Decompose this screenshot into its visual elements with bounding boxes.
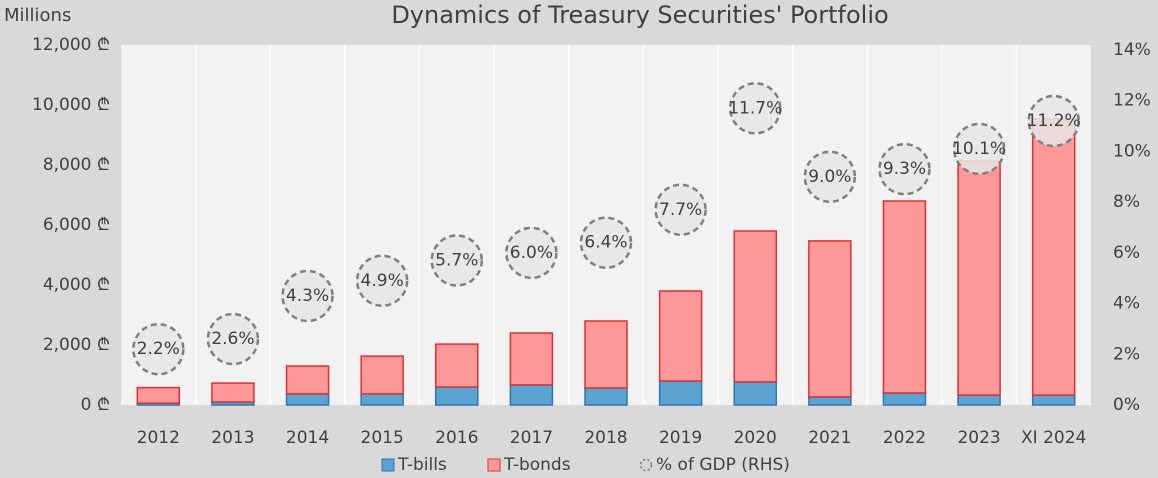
x-tick-label: 2018 <box>584 428 627 448</box>
x-tick-label: XI 2024 <box>1021 428 1086 448</box>
data-label: 2.2% <box>137 339 180 359</box>
x-tick-label: 2020 <box>734 428 777 448</box>
y-tick-label: 6,000 ₾ <box>43 215 110 235</box>
x-tick-label: 2013 <box>211 428 254 448</box>
axis-label: Millions <box>4 5 71 26</box>
x-tick-label: 2017 <box>510 428 553 448</box>
bar-segment <box>808 240 852 398</box>
x-tick-label: 2023 <box>957 428 1000 448</box>
x-tick-label: 2022 <box>883 428 926 448</box>
data-label: 11.7% <box>728 98 782 118</box>
gdp-marker <box>430 234 484 287</box>
legend-swatch <box>639 458 653 472</box>
data-label: 9.0% <box>808 167 851 187</box>
y-tick-label: 4,000 ₾ <box>43 275 110 295</box>
gdp-marker <box>132 322 185 376</box>
legend-label: % of GDP (RHS) <box>656 455 790 475</box>
bar-segment <box>957 160 1001 396</box>
y-tick-label: 8,000 ₾ <box>43 155 110 175</box>
bar-segment <box>957 394 1001 406</box>
bar-segment <box>733 230 777 383</box>
bar-segment <box>808 396 852 406</box>
x-tick-label: 2014 <box>286 428 329 448</box>
data-label: 7.7% <box>659 200 702 220</box>
data-label: 9.3% <box>883 159 926 179</box>
bar-segment <box>509 332 554 386</box>
y2-tick-label: 10% <box>1113 141 1151 161</box>
bar-segment <box>1031 118 1076 396</box>
gdp-marker <box>728 82 782 135</box>
x-tick-label: 2016 <box>435 428 478 448</box>
data-label: 5.7% <box>435 250 478 270</box>
y-tick-label: 2,000 ₾ <box>43 335 110 355</box>
data-label: 6.0% <box>510 243 553 263</box>
data-label: 11.2% <box>1027 111 1081 131</box>
data-label: 6.4% <box>584 233 627 253</box>
y2-tick-label: 8% <box>1113 192 1140 212</box>
bar-segment <box>211 382 255 403</box>
y-tick-label: 12,000 ₾ <box>32 35 110 55</box>
bar-segment <box>584 387 628 406</box>
x-tick-label: 2019 <box>659 428 702 448</box>
data-label: 10.1% <box>952 139 1006 159</box>
data-label: 2.6% <box>211 329 254 349</box>
bar-segment <box>360 393 404 406</box>
bar-segment <box>360 355 404 395</box>
gdp-marker <box>206 312 260 366</box>
bar-segment <box>658 380 703 406</box>
bar-segment <box>584 320 628 389</box>
bar-segment <box>136 386 181 404</box>
bar-segment <box>658 290 703 382</box>
legend-label: T-bills <box>397 455 447 475</box>
y2-tick-label: 14% <box>1113 40 1151 60</box>
bar-segment <box>435 343 479 388</box>
y-tick-label: 10,000 ₾ <box>32 95 110 115</box>
data-label: 4.3% <box>286 286 329 306</box>
gdp-marker <box>803 150 857 204</box>
bar-segment <box>435 386 479 406</box>
x-tick-label: 2012 <box>137 428 180 448</box>
gdp-marker <box>654 183 707 236</box>
chart-title: Dynamics of Treasury Securities' Portfol… <box>391 1 888 29</box>
legend-swatch <box>381 458 395 472</box>
gdp-marker <box>1027 94 1080 148</box>
y2-tick-label: 4% <box>1113 294 1140 314</box>
bar-segment <box>285 365 330 395</box>
bar-segment <box>509 384 554 406</box>
bar-segment <box>882 200 927 394</box>
x-tick-label: 2021 <box>808 428 851 448</box>
gdp-marker <box>281 269 334 323</box>
bar-segment <box>733 381 777 406</box>
gdp-marker <box>579 216 633 269</box>
y-tick-label: 0 ₾ <box>81 395 110 415</box>
bar-segment <box>882 392 927 406</box>
y2-tick-label: 2% <box>1113 344 1140 364</box>
y2-tick-label: 12% <box>1113 91 1151 111</box>
legend-swatch <box>487 458 501 472</box>
gdp-marker <box>505 226 558 280</box>
legend-label: T-bonds <box>503 455 571 475</box>
y2-tick-label: 6% <box>1113 243 1140 263</box>
bar-segment <box>1031 394 1076 406</box>
bar-segment <box>285 393 330 406</box>
data-label: 4.9% <box>361 271 404 291</box>
y2-tick-label: 0% <box>1113 395 1140 415</box>
x-tick-label: 2015 <box>361 428 404 448</box>
gdp-marker <box>355 254 409 307</box>
gdp-marker <box>952 122 1006 176</box>
gdp-marker <box>878 142 931 196</box>
